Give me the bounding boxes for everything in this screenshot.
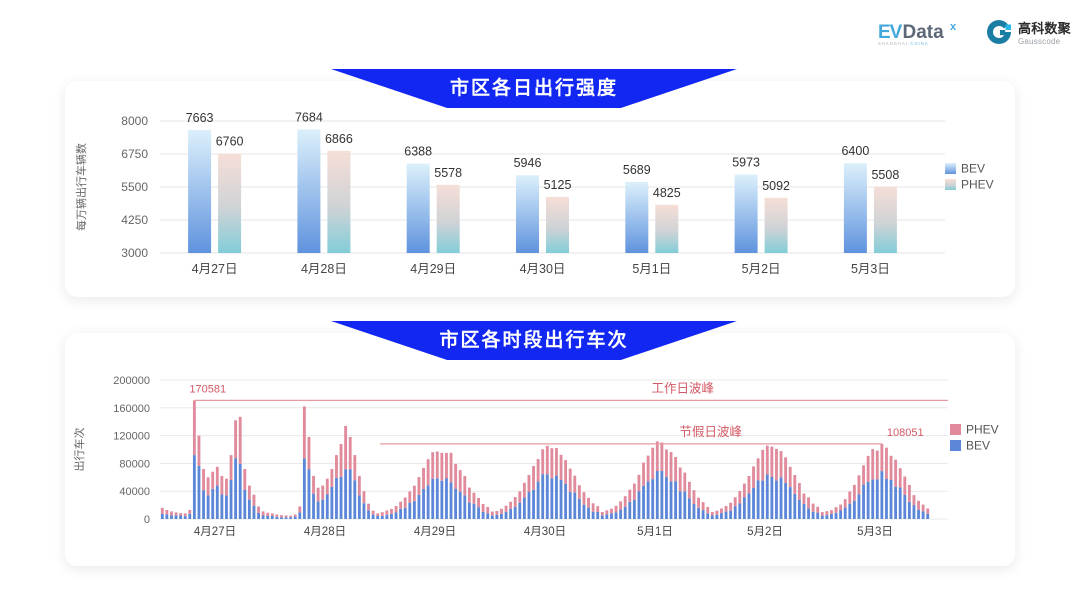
svg-text:5月3日: 5月3日 (857, 526, 893, 538)
svg-text:0: 0 (144, 514, 150, 526)
svg-text:PHEV: PHEV (966, 423, 999, 437)
svg-text:6750: 6750 (121, 147, 148, 161)
svg-text:170581: 170581 (189, 383, 226, 395)
svg-text:5500: 5500 (121, 180, 148, 194)
svg-text:Data: Data (903, 22, 945, 43)
svg-text:节假日波峰: 节假日波峰 (679, 425, 742, 439)
svg-text:120000: 120000 (113, 431, 150, 443)
svg-text:EV: EV (878, 22, 903, 43)
svg-text:5092: 5092 (762, 179, 790, 193)
svg-text:5578: 5578 (434, 166, 462, 180)
svg-text:160000: 160000 (113, 403, 150, 415)
svg-text:7684: 7684 (295, 110, 323, 124)
svg-text:Gausscode: Gausscode (1018, 37, 1061, 46)
svg-text:5月2日: 5月2日 (747, 526, 783, 538)
svg-text:5508: 5508 (871, 168, 899, 182)
svg-text:4月28日: 4月28日 (304, 526, 346, 538)
svg-text:BEV: BEV (966, 439, 990, 453)
svg-text:6760: 6760 (216, 135, 244, 149)
svg-text:BEV: BEV (961, 162, 985, 176)
svg-text:108051: 108051 (887, 427, 924, 439)
svg-text:5月1日: 5月1日 (632, 262, 671, 276)
svg-text:5973: 5973 (732, 156, 760, 170)
svg-text:80000: 80000 (119, 458, 150, 470)
svg-text:PHEV: PHEV (961, 178, 994, 192)
svg-text:工作日波峰: 工作日波峰 (652, 381, 715, 395)
svg-text:5月1日: 5月1日 (637, 526, 673, 538)
svg-text:4月27日: 4月27日 (194, 526, 236, 538)
svg-text:5月3日: 5月3日 (851, 262, 890, 276)
svg-text:4月28日: 4月28日 (301, 262, 347, 276)
svg-text:4月29日: 4月29日 (414, 526, 456, 538)
svg-text:4250: 4250 (121, 213, 148, 227)
svg-text:每万辆出行车辆数: 每万辆出行车辆数 (74, 143, 88, 231)
svg-text:6388: 6388 (404, 145, 432, 159)
svg-text:5946: 5946 (514, 156, 542, 170)
svg-text:4月30日: 4月30日 (520, 262, 566, 276)
svg-text:8000: 8000 (121, 114, 148, 128)
svg-text:200000: 200000 (113, 375, 150, 387)
svg-text:5125: 5125 (544, 178, 572, 192)
svg-text:5月2日: 5月2日 (742, 262, 781, 276)
svg-text:高科数聚: 高科数聚 (1018, 21, 1072, 36)
svg-text:SHANGHAI CHINA: SHANGHAI CHINA (878, 41, 929, 46)
svg-text:4825: 4825 (653, 186, 681, 200)
svg-text:4月30日: 4月30日 (524, 526, 566, 538)
svg-text:x: x (950, 21, 957, 33)
svg-text:4月27日: 4月27日 (192, 262, 238, 276)
svg-text:6866: 6866 (325, 132, 353, 146)
svg-text:出行车次: 出行车次 (72, 428, 86, 472)
svg-text:3000: 3000 (121, 246, 148, 260)
svg-text:6400: 6400 (841, 144, 869, 158)
svg-text:5689: 5689 (623, 163, 651, 177)
svg-text:7663: 7663 (186, 111, 214, 125)
svg-text:4月29日: 4月29日 (410, 262, 456, 276)
svg-text:40000: 40000 (119, 486, 150, 498)
